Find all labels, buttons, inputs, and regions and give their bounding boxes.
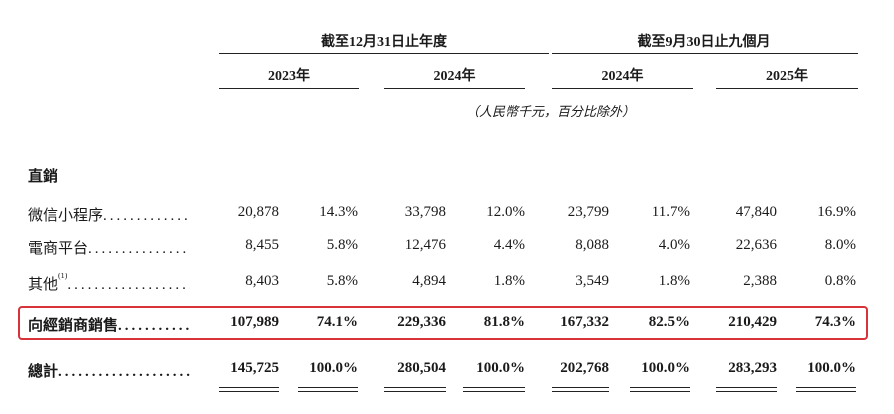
percent-cell: 1.8% (493, 273, 525, 289)
amount-cell: 8,455 (245, 237, 279, 253)
percent-cell: 16.9% (817, 204, 856, 220)
percent-cell: 81.8% (483, 314, 525, 330)
amount-cell: 12,476 (404, 237, 446, 253)
percent-cell: 74.3% (814, 314, 856, 330)
double-underline (219, 391, 279, 392)
double-underline (630, 387, 690, 388)
amount-cell: 20,878 (237, 204, 279, 220)
footnote-marker: (1) (58, 273, 68, 280)
percent-cell: 5.8% (326, 237, 358, 253)
amount-cell: 8,088 (575, 237, 609, 253)
percent-cell: 0.8% (824, 273, 856, 289)
leader-dots: ........................................… (67, 277, 190, 293)
row-label: 向經銷商銷售..................................… (28, 314, 190, 335)
year-rule (219, 88, 359, 89)
percent-cell: 14.3% (319, 204, 358, 220)
amount-cell: 145,725 (230, 360, 279, 376)
amount-cell: 210,429 (728, 314, 777, 330)
leader-dots: ........................................… (118, 318, 190, 334)
double-underline (796, 387, 856, 388)
row-label-text: 向經銷商銷售 (28, 318, 119, 334)
percent-cell: 100.0% (476, 360, 525, 376)
row-label-text: 微信小程序 (28, 208, 104, 224)
percent-cell: 100.0% (309, 360, 358, 376)
leader-dots: ........................................… (58, 364, 190, 380)
amount-cell: 2,388 (743, 273, 777, 289)
row-label: 總計......................................… (28, 360, 190, 381)
row-label: 電商平台....................................… (28, 237, 190, 258)
year-rule (716, 88, 858, 89)
group-header-fiscal-year: 截至12月31日止年度 (321, 35, 447, 50)
year-header-2023: 2023年 (268, 69, 310, 84)
percent-cell: 74.1% (316, 314, 358, 330)
row-label: 微信小程序...................................… (28, 204, 190, 225)
percent-cell: 100.0% (807, 360, 856, 376)
amount-cell: 3,549 (575, 273, 609, 289)
double-underline (384, 387, 446, 388)
percent-cell: 82.5% (648, 314, 690, 330)
row-label: 其他(1)...................................… (28, 273, 190, 294)
percent-cell: 100.0% (641, 360, 690, 376)
amount-cell: 47,840 (735, 204, 777, 220)
amount-cell: 283,293 (728, 360, 777, 376)
percent-cell: 1.8% (658, 273, 690, 289)
row-label-text: 總計 (28, 364, 59, 380)
section-title-direct-sales: 直銷 (28, 169, 59, 185)
amount-cell: 23,799 (567, 204, 609, 220)
percent-cell: 4.4% (493, 237, 525, 253)
group-rule-nine-months (552, 53, 858, 54)
amount-cell: 229,336 (397, 314, 446, 330)
amount-cell: 107,989 (230, 314, 279, 330)
year-header-2024-fy: 2024年 (433, 69, 476, 84)
leader-dots: ........................................… (88, 241, 190, 257)
amount-cell: 22,636 (735, 237, 777, 253)
double-underline (298, 387, 358, 388)
double-underline (219, 387, 279, 388)
percent-cell: 4.0% (658, 237, 690, 253)
row-label-text: 電商平台 (28, 241, 89, 257)
group-header-nine-months: 截至9月30日止九個月 (637, 35, 771, 50)
double-underline (463, 387, 525, 388)
row-label-text: 其他 (28, 277, 59, 293)
year-header-2024-9m: 2024年 (601, 69, 644, 84)
double-underline (552, 387, 609, 388)
double-underline (552, 391, 609, 392)
double-underline (630, 391, 690, 392)
group-rule-fiscal-year (219, 53, 549, 54)
amount-cell: 4,894 (412, 273, 446, 289)
year-rule (552, 88, 693, 89)
amount-cell: 280,504 (397, 360, 446, 376)
double-underline (796, 391, 856, 392)
double-underline (463, 391, 525, 392)
double-underline (716, 391, 777, 392)
amount-cell: 202,768 (560, 360, 609, 376)
percent-cell: 5.8% (326, 273, 358, 289)
double-underline (384, 391, 446, 392)
unit-note: （人民幣千元，百分比除外） (466, 104, 636, 119)
percent-cell: 11.7% (651, 204, 690, 220)
year-header-2025-9m: 2025年 (766, 69, 808, 84)
double-underline (298, 391, 358, 392)
leader-dots: ........................................… (103, 208, 190, 224)
amount-cell: 167,332 (560, 314, 609, 330)
amount-cell: 8,403 (245, 273, 279, 289)
double-underline (716, 387, 777, 388)
year-rule (384, 88, 525, 89)
percent-cell: 12.0% (486, 204, 525, 220)
percent-cell: 8.0% (824, 237, 856, 253)
amount-cell: 33,798 (404, 204, 446, 220)
highlight-box (18, 306, 868, 340)
